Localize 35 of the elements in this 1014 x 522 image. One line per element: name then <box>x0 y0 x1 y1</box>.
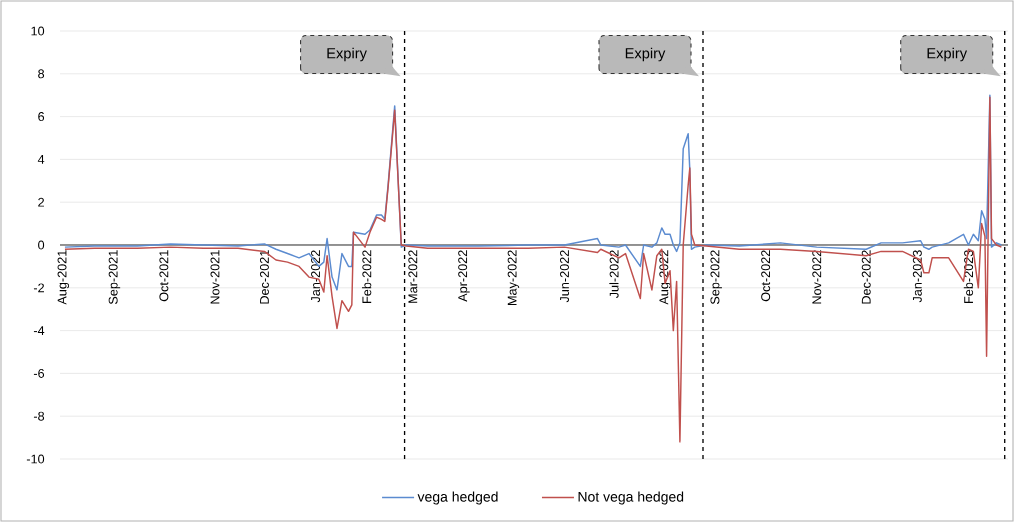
y-tick-label: 2 <box>38 197 44 207</box>
y-tick-label: 0 <box>38 240 45 250</box>
x-tick-label: Aug-2022 <box>659 250 671 305</box>
x-tick-label: Nov-2022 <box>812 250 822 304</box>
ref-line-label: Expiry <box>927 47 968 62</box>
legend-label: Not vega hedged <box>578 491 684 505</box>
x-tick-label: Nov-2021 <box>210 250 220 304</box>
x-tick-label: Jan-2023 <box>912 250 922 303</box>
x-tick-label: Oct-2022 <box>761 250 771 302</box>
x-tick-label: Sep-2022 <box>710 250 722 305</box>
y-tick-label: -4 <box>33 326 45 335</box>
y-tick-label: 8 <box>38 69 45 79</box>
x-tick-label: May-2022 <box>507 250 520 305</box>
x-tick-label: Oct-2021 <box>159 250 169 302</box>
ref-line-label: Expiry <box>327 47 367 62</box>
x-tick-label: Dec-2022 <box>861 250 871 304</box>
x-tick-label: Dec-2021 <box>259 250 269 304</box>
y-tick-label: -10 <box>26 454 45 464</box>
x-tick-label: Feb-2023 <box>963 250 974 303</box>
y-tick-label: -2 <box>33 283 44 293</box>
y-tick-label: 10 <box>31 26 45 36</box>
x-tick-label: Feb-2022 <box>362 250 372 303</box>
y-tick-label: 4 <box>37 155 45 164</box>
x-tick-label: Mar-2022 <box>408 250 418 303</box>
x-tick-label: Apr-2022 <box>458 250 470 302</box>
ref-line-label: Expiry <box>625 47 666 62</box>
x-tick-label: Jul-2022 <box>609 250 619 299</box>
y-tick-label: -8 <box>33 411 45 421</box>
legend-label: vega hedged <box>417 491 498 505</box>
x-tick-label: Aug-2021 <box>57 250 70 305</box>
x-tick-label: Sep-2021 <box>108 250 121 305</box>
x-tick-label: Jun-2022 <box>560 250 569 303</box>
x-tick-label: Jan-2022 <box>311 250 321 303</box>
y-tick-label: 6 <box>38 112 45 122</box>
y-tick-label: -6 <box>33 368 45 378</box>
